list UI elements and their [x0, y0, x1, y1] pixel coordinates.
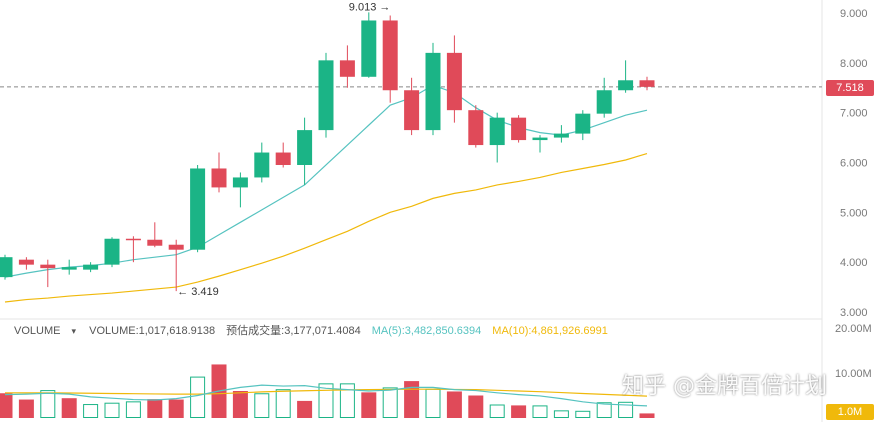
ma5-value: MA(5):3,482,850.6394 — [371, 325, 482, 337]
volume-bar — [168, 399, 184, 418]
volume-bar — [404, 381, 420, 418]
volume-bar — [511, 405, 527, 418]
ma10-value: MA(10):4,861,926.6991 — [492, 325, 608, 337]
volume-estimate: 预估成交量:3,177,071.4084 — [226, 325, 361, 337]
candle-body — [254, 152, 270, 178]
volume-bar — [468, 395, 484, 418]
volume-bar — [125, 401, 141, 419]
volume-bar — [275, 389, 291, 419]
volume-bar — [18, 399, 34, 418]
candle-body — [125, 238, 141, 241]
price-ma-long-line — [4, 152, 648, 303]
candle-body — [168, 244, 184, 250]
volume-bar — [254, 393, 270, 418]
candle-body — [468, 110, 484, 146]
volume-bar — [361, 392, 377, 418]
volume-bar — [382, 387, 398, 418]
candle-body — [318, 60, 334, 131]
current-volume-tag: 1.0M — [826, 404, 874, 420]
candle-body — [104, 238, 120, 265]
candle-body — [0, 257, 13, 278]
candle-body — [190, 168, 206, 250]
candle-body — [18, 259, 34, 265]
volume-bar — [446, 391, 462, 418]
price-tick-label: 3.000 — [840, 307, 868, 319]
candle-body — [211, 168, 227, 188]
candle-body — [297, 130, 313, 165]
candle-body — [553, 133, 569, 138]
candle-body — [425, 52, 441, 131]
price-tick-label: 4.000 — [840, 257, 868, 269]
volume-bar — [489, 404, 505, 418]
volume-bar — [318, 383, 334, 419]
volume-bar — [104, 402, 120, 419]
volume-bar — [425, 388, 441, 418]
price-tick-label: 6.000 — [840, 158, 868, 170]
volume-bar — [61, 398, 77, 418]
high-annotation: 9.013 → — [349, 1, 391, 13]
candle-body — [489, 117, 505, 146]
volume-bar — [339, 383, 355, 419]
price-tick-label: 9.000 — [840, 8, 868, 20]
candle-body — [639, 80, 655, 87]
candle-body — [83, 264, 99, 270]
candle-body — [232, 177, 248, 188]
volume-bar — [190, 376, 206, 419]
candle-body — [596, 90, 612, 114]
volume-title[interactable]: VOLUME — [14, 325, 61, 337]
volume-bar — [0, 393, 13, 418]
candle-body — [339, 60, 355, 77]
candle-body — [361, 20, 377, 77]
candle-body — [382, 20, 398, 91]
volume-bar — [596, 402, 612, 418]
volume-tick-label: 20.00M — [835, 323, 872, 335]
candle-body — [275, 152, 291, 165]
volume-bar — [553, 410, 569, 419]
volume-ma-short-line — [4, 384, 648, 407]
volume-bar — [639, 413, 655, 418]
candle-body — [147, 239, 163, 246]
volume-bar — [40, 390, 56, 419]
candle-body — [511, 117, 527, 141]
candle-body — [40, 264, 56, 269]
price-tick-label: 8.000 — [840, 58, 868, 70]
candle-body — [61, 267, 77, 270]
volume-bar — [618, 401, 634, 418]
watermark: 知乎 @金牌百倍计划 — [622, 374, 827, 399]
candle-body — [404, 90, 420, 131]
candle-body — [532, 137, 548, 141]
volume-bar — [297, 400, 313, 418]
volume-bar — [532, 405, 548, 418]
candle-body — [575, 113, 591, 134]
current-price-tag: 7.518 — [826, 80, 874, 96]
volume-bar — [232, 391, 248, 418]
volume-legend: VOLUME ▾ VOLUME:1,017,618.9138 预估成交量:3,1… — [14, 322, 616, 338]
volume-tick-label: 10.00M — [835, 368, 872, 380]
volume-bar — [83, 404, 99, 418]
volume-bar — [575, 410, 591, 418]
price-tick-label: 7.000 — [840, 108, 868, 120]
candle-body — [446, 52, 462, 111]
price-tick-label: 5.000 — [840, 207, 868, 219]
candle-body — [618, 80, 634, 91]
volume-ma-long-line — [5, 388, 648, 397]
volume-bar — [147, 399, 163, 418]
chevron-down-icon[interactable]: ▾ — [71, 326, 77, 336]
volume-value: VOLUME:1,017,618.9138 — [89, 325, 216, 337]
low-annotation: ← 3.419 — [177, 286, 219, 298]
